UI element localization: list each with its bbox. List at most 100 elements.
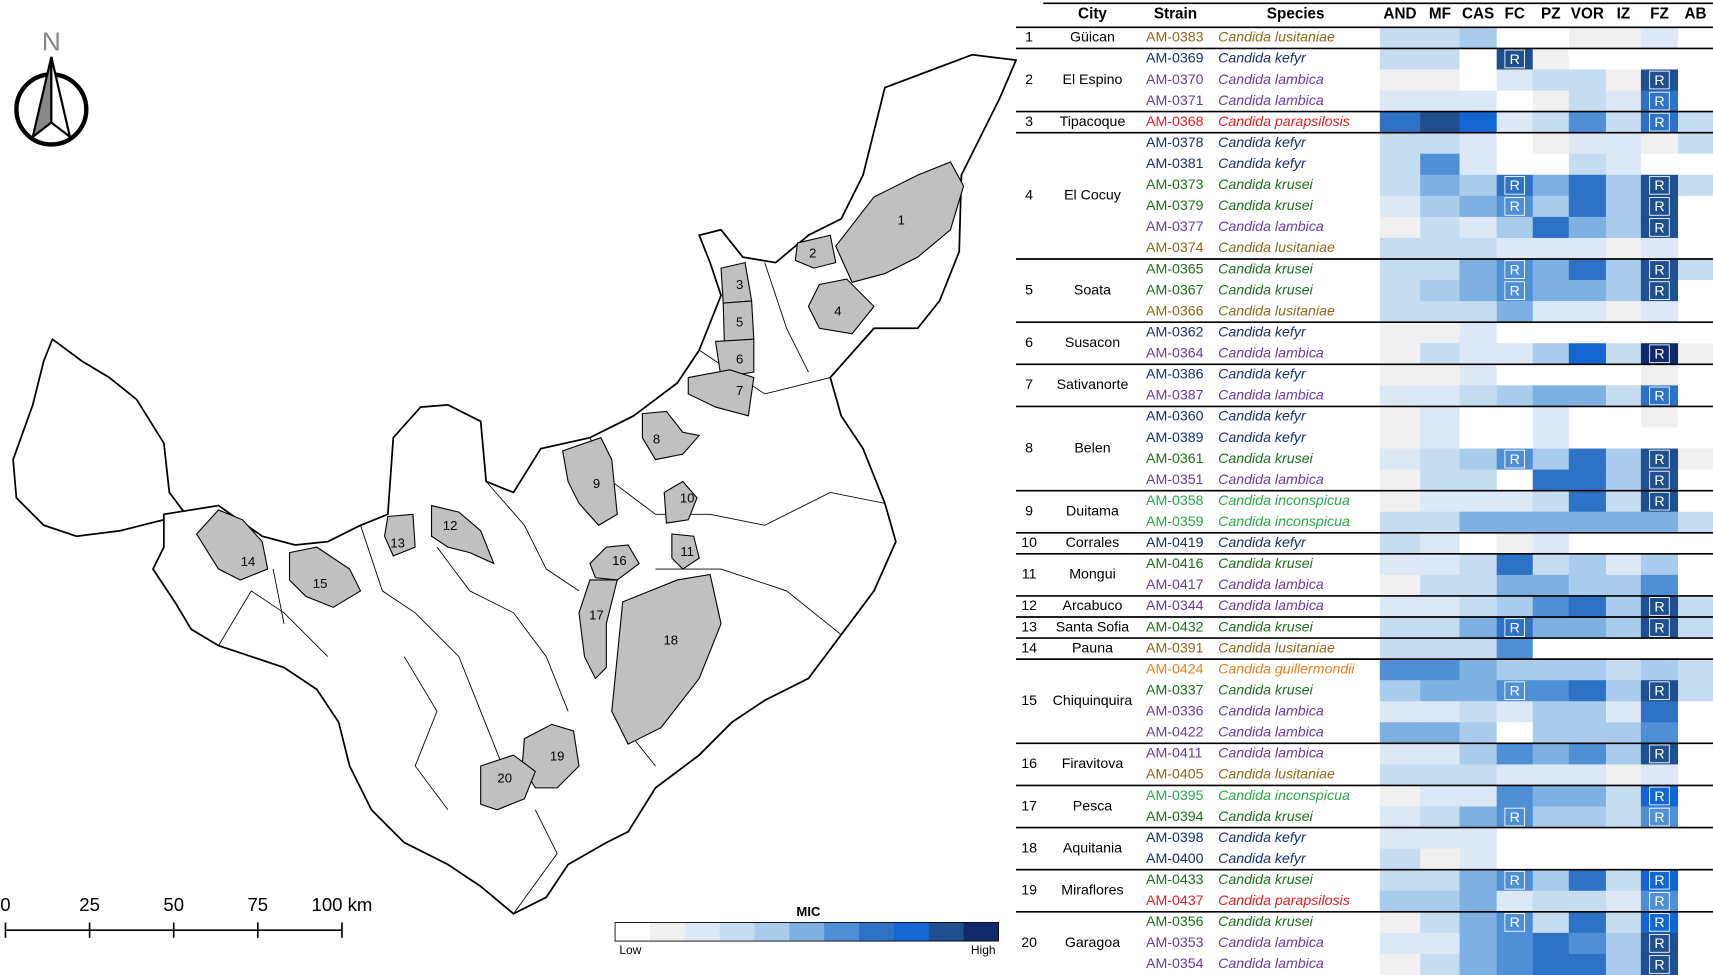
mic-cell [1379,237,1421,260]
column-header: MF [1429,5,1451,22]
mic-cell [1496,638,1534,660]
flag-box [1649,744,1670,764]
mic-cell [1532,701,1570,723]
mic-cell [1640,427,1679,449]
mic-cell [1678,743,1713,765]
mic-cell [1640,301,1679,323]
mic-cell [1568,90,1607,112]
flag-box [1649,955,1670,974]
mic-cell [1532,259,1570,281]
mic-cell [1379,932,1421,955]
mic-cell [1496,532,1534,555]
mic-cell [1678,701,1713,723]
mic-cell [1496,174,1534,197]
group-number: 1 [1025,30,1033,46]
mic-cell [1605,911,1642,934]
resistance-flag: R [1510,52,1520,68]
species: Candida kefyr [1218,324,1307,340]
mic-cell [1379,785,1421,807]
region-label: 2 [809,245,816,260]
region-label: 1 [898,213,905,228]
legend-frame [614,922,999,942]
mic-cell [1605,259,1642,281]
mic-cell [1496,785,1534,807]
mic-cell [1420,911,1460,934]
mic-cell [1568,848,1607,871]
mic-cell [1459,743,1498,765]
mic-cell [1678,406,1713,428]
mic-cell [1568,595,1607,618]
strain: AM-0395 [1146,788,1204,804]
resistance-flag: R [1510,620,1520,636]
species: Candida krusei [1218,451,1314,467]
mic-cell [1605,595,1642,618]
mic-cell [1496,153,1534,176]
mic-cell [1459,764,1498,786]
region-label: 4 [834,303,841,318]
strain: AM-0419 [1146,535,1204,551]
mic-cell [1678,385,1713,407]
mic-cell [1568,111,1607,133]
mic-cell [1640,27,1679,49]
mic-cell [1379,743,1421,765]
mic-cell [1605,701,1642,723]
mic-cell [1568,743,1607,765]
mic-cell [1420,322,1460,344]
mic-cell [1678,827,1713,849]
mic-cell [1605,574,1642,597]
legend-swatch [963,922,999,942]
mic-cell [1496,364,1534,386]
region [288,546,362,608]
mic-cell [1496,659,1534,681]
resistance-flag: R [1654,599,1664,615]
mic-cell [1379,848,1421,871]
strain: AM-0369 [1146,51,1204,67]
mic-cell [1496,195,1534,218]
species: Candida inconspicua [1218,788,1350,804]
flag-box [1649,913,1670,932]
species: Candida kefyr [1218,156,1307,172]
mic-cell [1605,111,1642,133]
legend: MIC Low High [614,904,999,957]
mic-cell [1459,27,1498,49]
species: Candida parapsilosis [1218,893,1350,909]
north-arrow: N [14,27,89,147]
region [714,338,755,379]
mic-cell [1678,343,1713,365]
mic-cell [1379,195,1421,218]
mic-cell [1420,532,1460,555]
region-label: 15 [313,576,328,591]
mic-cell [1496,448,1534,470]
legend-title: MIC [796,904,821,919]
mic-cell [1605,511,1642,534]
strain: AM-0405 [1146,767,1204,783]
mic-cell [1459,932,1498,955]
species: Candida lambica [1218,472,1324,488]
mic-cell [1678,301,1713,323]
mic-cell [1640,153,1679,176]
strain: AM-0389 [1146,430,1204,446]
mic-cell [1640,553,1679,576]
mic-cell [1459,890,1498,913]
flag-box [1649,175,1670,195]
species: Candida lusitaniae [1218,303,1335,319]
mic-cell [1496,111,1534,133]
mic-cell [1496,953,1534,975]
mic-cell [1459,722,1498,744]
mic-cell [1678,427,1713,449]
mic-cell [1496,680,1534,702]
mic-cell [1496,322,1534,344]
mic-cell [1640,364,1679,386]
region-label: 7 [736,383,743,398]
mic-cell [1379,617,1421,639]
mic-cell [1379,701,1421,723]
mic-cell [1605,322,1642,344]
flag-box [1649,449,1670,469]
resistance-flag: R [1654,684,1664,700]
mic-cell [1459,174,1498,197]
legend-swatch [719,922,755,942]
mic-cell [1678,532,1713,555]
region-label: 10 [680,490,695,505]
mic-cell [1605,385,1642,407]
